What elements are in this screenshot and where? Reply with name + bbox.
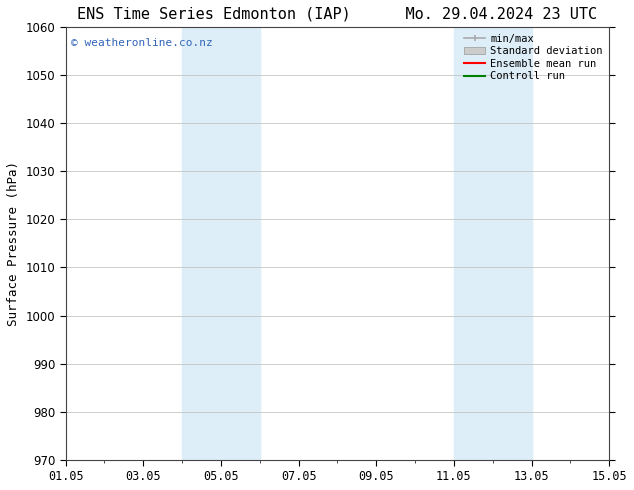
Text: © weatheronline.co.nz: © weatheronline.co.nz — [71, 38, 213, 48]
Bar — [182, 27, 260, 460]
Y-axis label: Surface Pressure (hPa): Surface Pressure (hPa) — [7, 161, 20, 326]
Title: ENS Time Series Edmonton (IAP)      Mo. 29.04.2024 23 UTC: ENS Time Series Edmonton (IAP) Mo. 29.04… — [77, 7, 597, 22]
Bar — [454, 27, 531, 460]
Legend: min/max, Standard deviation, Ensemble mean run, Controll run: min/max, Standard deviation, Ensemble me… — [460, 29, 607, 86]
